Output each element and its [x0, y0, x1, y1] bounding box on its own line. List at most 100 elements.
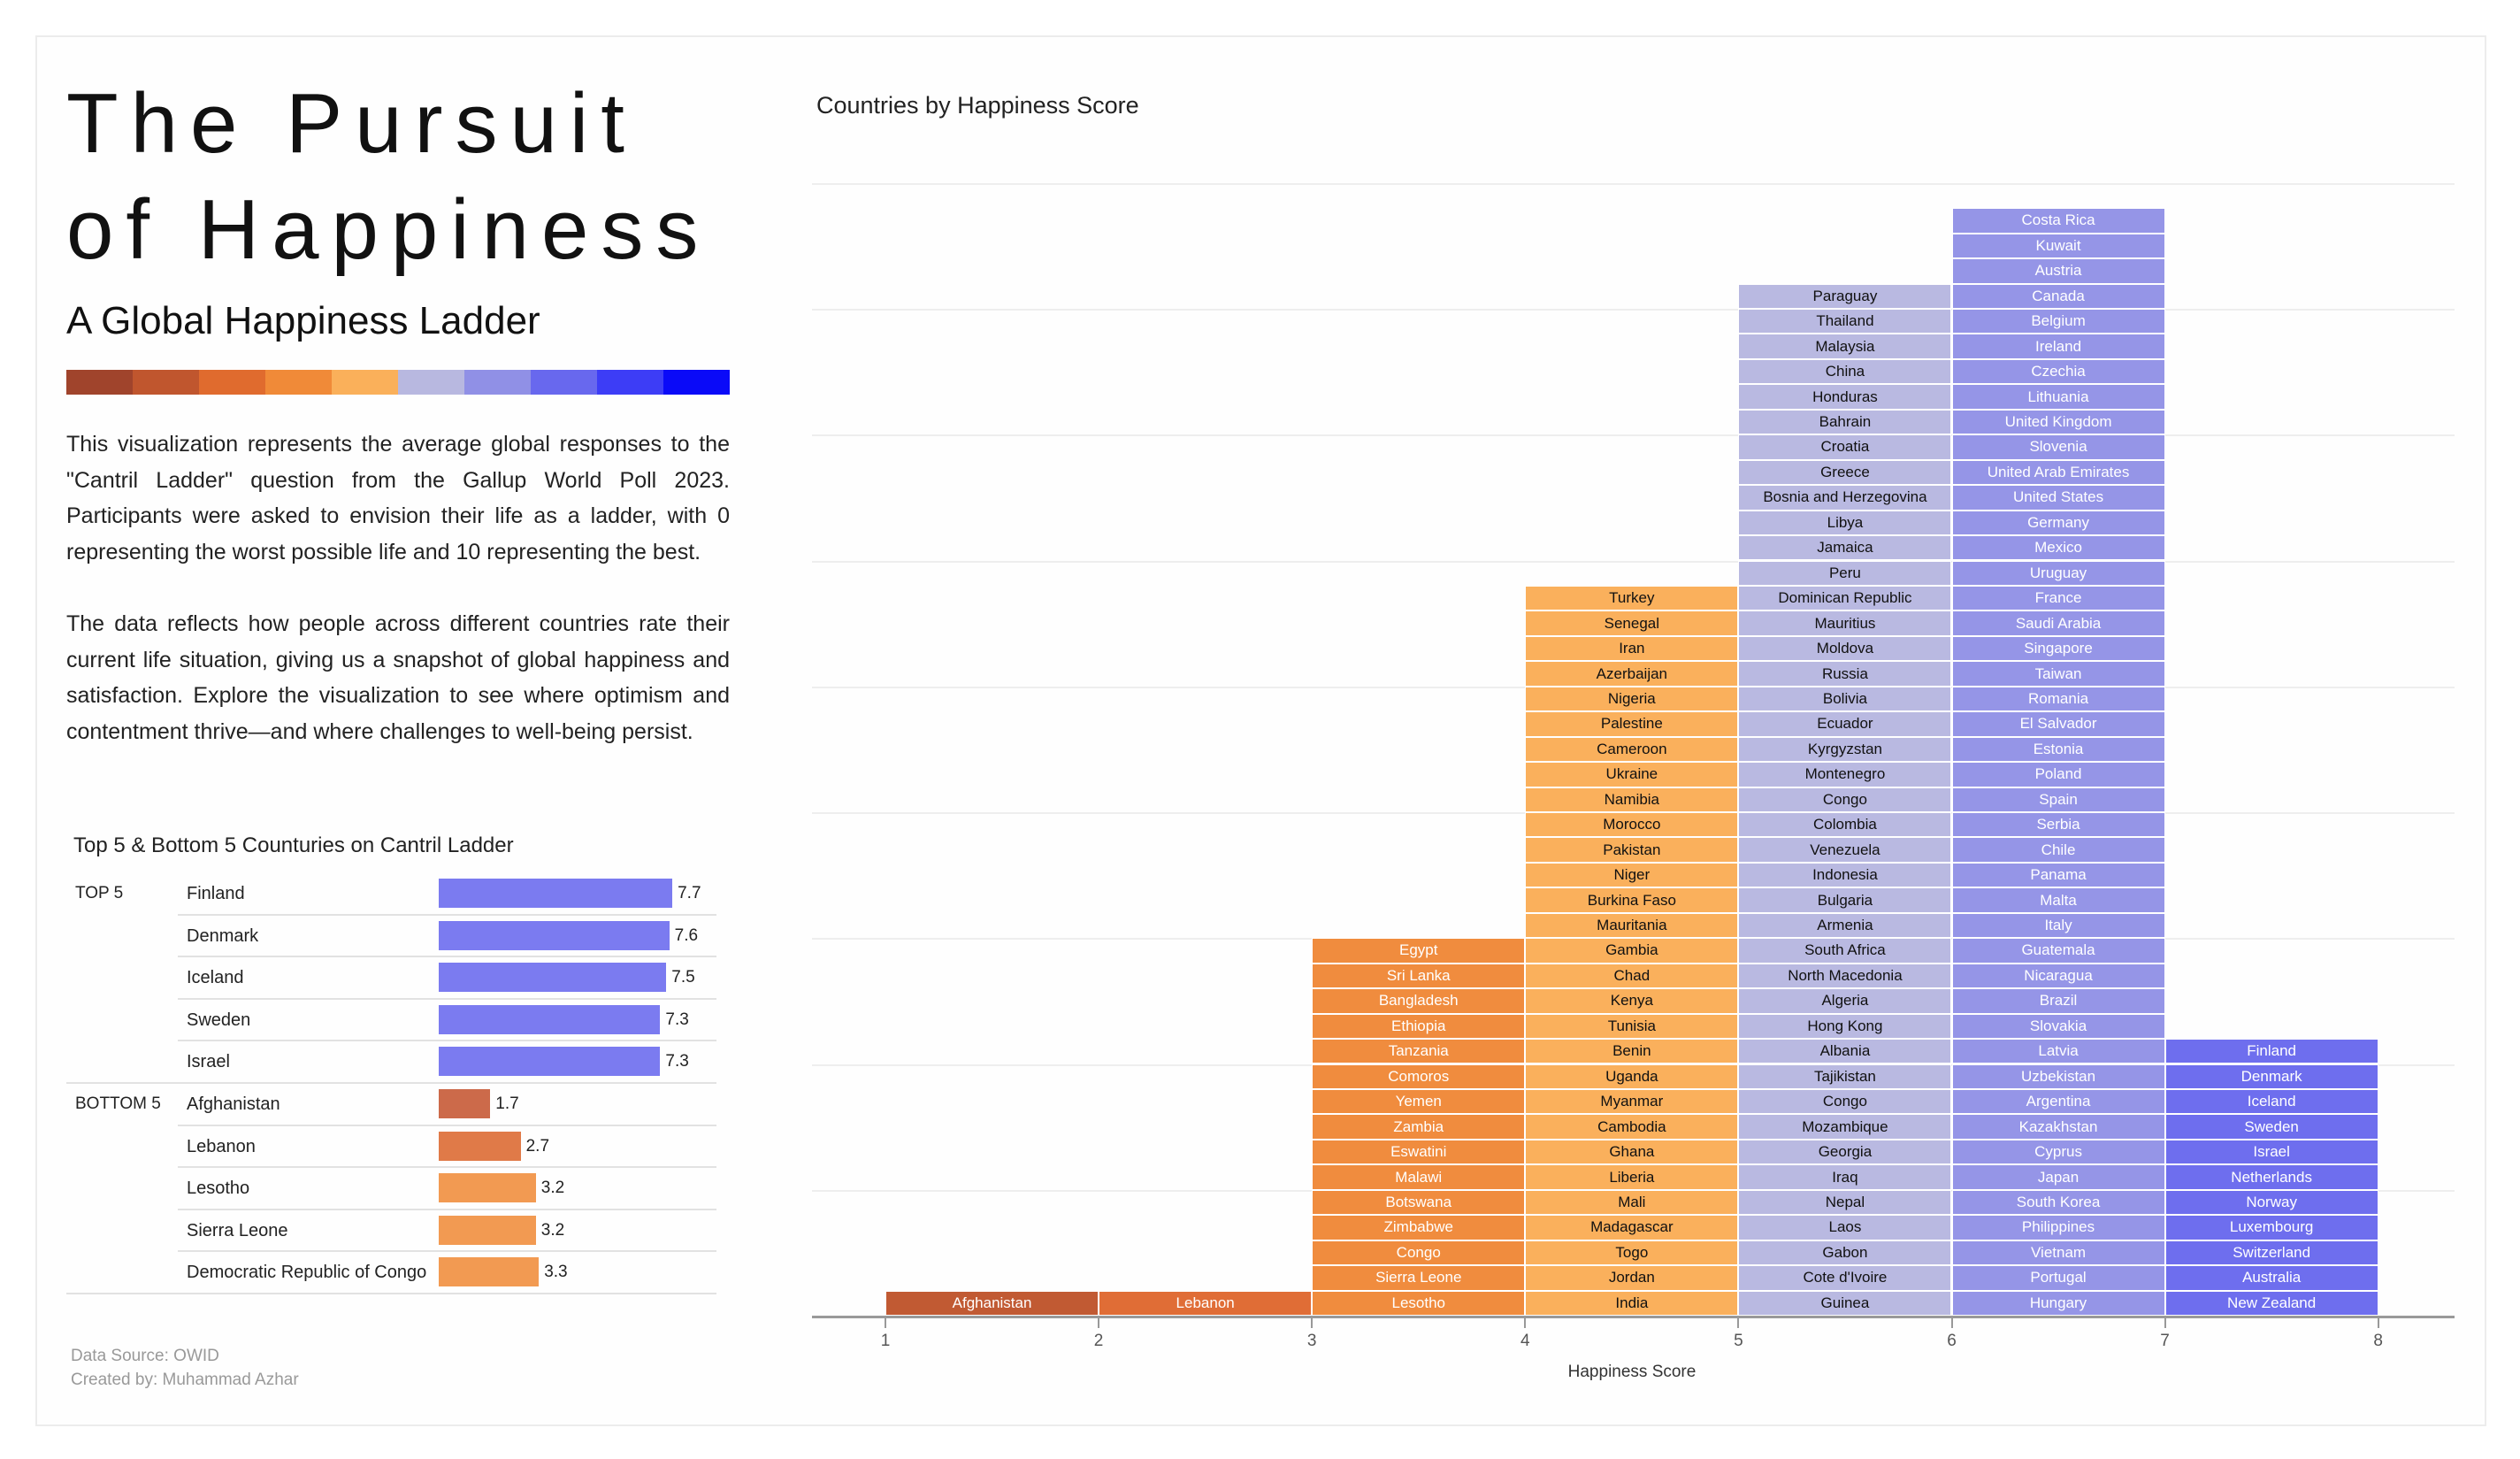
country-box[interactable]: Iraq	[1738, 1164, 1952, 1190]
country-box[interactable]: Nepal	[1738, 1189, 1952, 1216]
country-box[interactable]: Slovenia	[1951, 434, 2165, 460]
country-box[interactable]: Mali	[1525, 1189, 1739, 1216]
country-box[interactable]: India	[1525, 1290, 1739, 1316]
country-box[interactable]: Bahrain	[1738, 409, 1952, 435]
country-box[interactable]: Norway	[2164, 1189, 2378, 1216]
country-box[interactable]: China	[1738, 358, 1952, 385]
country-box[interactable]: United States	[1951, 485, 2165, 511]
country-box[interactable]: South Korea	[1951, 1189, 2165, 1216]
country-box[interactable]: Nicaragua	[1951, 963, 2165, 989]
country-box[interactable]: Luxembourg	[2164, 1215, 2378, 1240]
country-box[interactable]: Libya	[1738, 510, 1952, 536]
country-box[interactable]: Taiwan	[1951, 661, 2165, 687]
country-box[interactable]: Venezuela	[1738, 837, 1952, 863]
country-box[interactable]: Belgium	[1951, 309, 2165, 334]
country-box[interactable]: Singapore	[1951, 635, 2165, 662]
country-box[interactable]: Latvia	[1951, 1039, 2165, 1064]
country-box[interactable]: Cambodia	[1525, 1114, 1739, 1140]
country-box[interactable]: Australia	[2164, 1265, 2378, 1291]
country-box[interactable]: Iceland	[2164, 1088, 2378, 1115]
country-box[interactable]: Kyrgyzstan	[1738, 736, 1952, 763]
country-box[interactable]: Hong Kong	[1738, 1013, 1952, 1040]
country-box[interactable]: Lithuania	[1951, 384, 2165, 410]
country-box[interactable]: Palestine	[1525, 711, 1739, 737]
country-box[interactable]: Cameroon	[1525, 736, 1739, 763]
country-box[interactable]: Ecuador	[1738, 711, 1952, 737]
country-box[interactable]: Sierra Leone	[1312, 1265, 1526, 1291]
country-box[interactable]: Azerbaijan	[1525, 661, 1739, 687]
country-box[interactable]: United Arab Emirates	[1951, 459, 2165, 486]
country-box[interactable]: North Macedonia	[1738, 963, 1952, 989]
country-box[interactable]: Argentina	[1951, 1088, 2165, 1115]
country-box[interactable]: Dominican Republic	[1738, 585, 1952, 611]
country-box[interactable]: Bangladesh	[1312, 988, 1526, 1014]
country-box[interactable]: Hungary	[1951, 1290, 2165, 1316]
country-box[interactable]: United Kingdom	[1951, 409, 2165, 435]
country-box[interactable]: Congo	[1738, 1088, 1952, 1115]
country-box[interactable]: Kuwait	[1951, 233, 2165, 259]
country-box[interactable]: Thailand	[1738, 309, 1952, 334]
country-box[interactable]: Japan	[1951, 1164, 2165, 1190]
country-box[interactable]: Greece	[1738, 459, 1952, 486]
country-box[interactable]: El Salvador	[1951, 711, 2165, 737]
country-box[interactable]: Serbia	[1951, 812, 2165, 838]
country-box[interactable]: Netherlands	[2164, 1164, 2378, 1190]
country-box[interactable]: Iran	[1525, 635, 1739, 662]
country-box[interactable]: Eswatini	[1312, 1139, 1526, 1165]
country-box[interactable]: Switzerland	[2164, 1240, 2378, 1266]
country-box[interactable]: Madagascar	[1525, 1215, 1739, 1240]
country-box[interactable]: Kenya	[1525, 988, 1739, 1014]
country-box[interactable]: Slovakia	[1951, 1013, 2165, 1040]
country-box[interactable]: Romania	[1951, 686, 2165, 712]
country-box[interactable]: Tajikistan	[1738, 1064, 1952, 1089]
country-box[interactable]: Botswana	[1312, 1189, 1526, 1216]
country-box[interactable]: Philippines	[1951, 1215, 2165, 1240]
country-box[interactable]: Estonia	[1951, 736, 2165, 763]
country-box[interactable]: Cote d'Ivoire	[1738, 1265, 1952, 1291]
country-box[interactable]: Zimbabwe	[1312, 1215, 1526, 1240]
country-box[interactable]: France	[1951, 585, 2165, 611]
country-box[interactable]: Mozambique	[1738, 1114, 1952, 1140]
country-box[interactable]: Egypt	[1312, 938, 1526, 964]
country-box[interactable]: South Africa	[1738, 938, 1952, 964]
country-box[interactable]: Togo	[1525, 1240, 1739, 1266]
country-box[interactable]: Ukraine	[1525, 762, 1739, 787]
country-box[interactable]: Denmark	[2164, 1064, 2378, 1089]
country-box[interactable]: Armenia	[1738, 912, 1952, 939]
country-box[interactable]: Montenegro	[1738, 762, 1952, 787]
country-box[interactable]: Czechia	[1951, 358, 2165, 385]
country-box[interactable]: Albania	[1738, 1039, 1952, 1064]
country-box[interactable]: Uzbekistan	[1951, 1064, 2165, 1089]
country-box[interactable]: Ethiopia	[1312, 1013, 1526, 1040]
country-box[interactable]: Mexico	[1951, 535, 2165, 561]
country-box[interactable]: Peru	[1738, 560, 1952, 586]
country-box[interactable]: Sri Lanka	[1312, 963, 1526, 989]
country-box[interactable]: Italy	[1951, 912, 2165, 939]
country-box[interactable]: Senegal	[1525, 610, 1739, 636]
country-box[interactable]: Malawi	[1312, 1164, 1526, 1190]
country-box[interactable]: Brazil	[1951, 988, 2165, 1014]
country-box[interactable]: Poland	[1951, 762, 2165, 787]
country-box[interactable]: Colombia	[1738, 812, 1952, 838]
country-box[interactable]: Israel	[2164, 1139, 2378, 1165]
country-box[interactable]: Guinea	[1738, 1290, 1952, 1316]
country-box[interactable]: Malta	[1951, 887, 2165, 913]
country-box[interactable]: Bolivia	[1738, 686, 1952, 712]
country-box[interactable]: Uruguay	[1951, 560, 2165, 586]
country-box[interactable]: Zambia	[1312, 1114, 1526, 1140]
country-box[interactable]: Malaysia	[1738, 334, 1952, 359]
country-box[interactable]: Uganda	[1525, 1064, 1739, 1089]
country-box[interactable]: Vietnam	[1951, 1240, 2165, 1266]
country-box[interactable]: Georgia	[1738, 1139, 1952, 1165]
country-box[interactable]: Croatia	[1738, 434, 1952, 460]
country-box[interactable]: Ghana	[1525, 1139, 1739, 1165]
country-box[interactable]: Gambia	[1525, 938, 1739, 964]
country-box[interactable]: New Zealand	[2164, 1290, 2378, 1316]
country-box[interactable]: Namibia	[1525, 787, 1739, 812]
country-box[interactable]: Cyprus	[1951, 1139, 2165, 1165]
country-box[interactable]: Portugal	[1951, 1265, 2165, 1291]
country-box[interactable]: Lebanon	[1099, 1290, 1313, 1316]
country-box[interactable]: Algeria	[1738, 988, 1952, 1014]
country-box[interactable]: Indonesia	[1738, 862, 1952, 888]
country-box[interactable]: Bosnia and Herzegovina	[1738, 485, 1952, 511]
